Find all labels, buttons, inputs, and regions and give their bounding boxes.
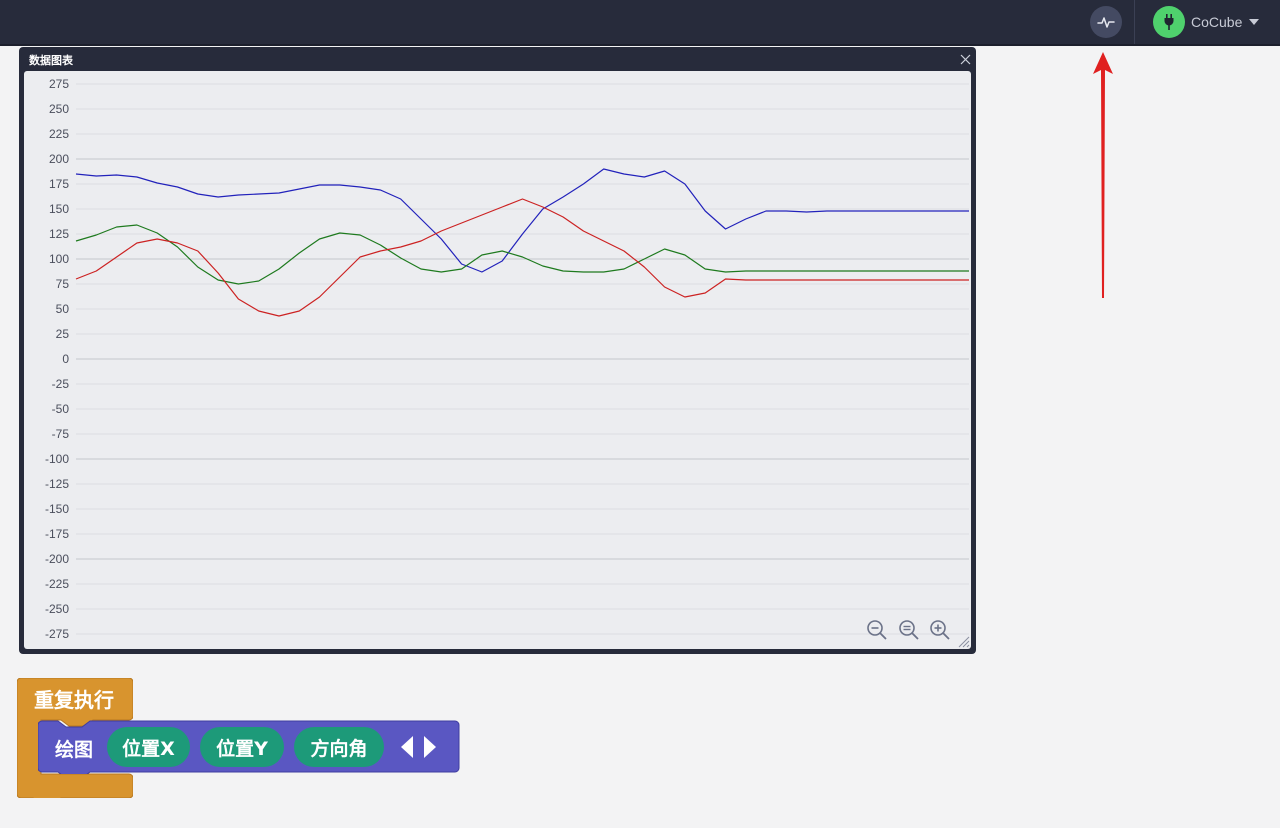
y-tick-label: 0 (62, 352, 69, 366)
y-tick-label: 25 (56, 327, 70, 341)
y-tick-label: -200 (45, 552, 69, 566)
y-tick-label: -275 (45, 627, 69, 641)
arrow-right-icon[interactable] (423, 735, 437, 759)
y-tick-label: 75 (56, 277, 70, 291)
y-tick-label: -25 (52, 377, 70, 391)
y-tick-label: 125 (49, 227, 69, 241)
y-tick-label: 150 (49, 202, 69, 216)
heading-reporter[interactable]: 方向角 (294, 727, 384, 767)
position-y-reporter[interactable]: 位置Y (200, 727, 284, 767)
y-tick-label: -250 (45, 602, 69, 616)
y-tick-label: 225 (49, 127, 69, 141)
top-bar: CoCube (0, 0, 1280, 46)
arrow-left-icon[interactable] (400, 735, 414, 759)
repeat-block-label: 重复执行 (34, 688, 114, 712)
y-tick-label: -225 (45, 577, 69, 591)
chart-toggle-button[interactable] (1090, 6, 1122, 38)
zoom-reset-icon[interactable] (898, 619, 920, 641)
y-tick-label: -75 (52, 427, 70, 441)
plot-block-label: 绘图 (55, 739, 94, 761)
line-chart: 2752502252001751501251007550250-25-50-75… (45, 77, 969, 641)
y-tick-label: 275 (49, 77, 69, 91)
position-x-reporter[interactable]: 位置X (107, 727, 190, 767)
y-tick-label: 100 (49, 252, 69, 266)
annotation-arrow (1093, 52, 1113, 298)
zoom-out-icon[interactable] (866, 619, 888, 641)
y-tick-label: 200 (49, 152, 69, 166)
chevron-down-icon (1249, 19, 1260, 25)
zoom-in-icon[interactable] (929, 619, 951, 641)
topbar-divider (1134, 0, 1135, 44)
y-tick-label: -175 (45, 527, 69, 541)
y-tick-label: 175 (49, 177, 69, 191)
device-selector[interactable]: CoCube (1153, 5, 1260, 39)
device-status-dot (1153, 6, 1185, 38)
y-tick-label: -150 (45, 502, 69, 516)
y-tick-label: -125 (45, 477, 69, 491)
close-icon[interactable] (959, 53, 972, 66)
chart-plot-area: 275 250 225 200 175 150 125 100 75 50 25 0 -25 -50 -75… (24, 71, 971, 649)
series-line-3 (75, 198, 969, 317)
y-tick-label: -100 (45, 452, 69, 466)
window-title: 数据图表 (29, 54, 73, 67)
series-line-1 (75, 168, 969, 273)
pulse-chart-icon (1097, 17, 1115, 28)
plug-icon (1164, 14, 1174, 30)
device-name: CoCube (1191, 14, 1243, 30)
y-tick-label: -50 (52, 402, 70, 416)
resize-handle-icon[interactable] (956, 634, 970, 648)
y-tick-label: 250 (49, 102, 69, 116)
data-chart-window[interactable]: 数据图表 275 250 225 200 175 150 125 100 75 50 25 0 -25-… (19, 47, 976, 654)
y-tick-label: 50 (56, 302, 70, 316)
